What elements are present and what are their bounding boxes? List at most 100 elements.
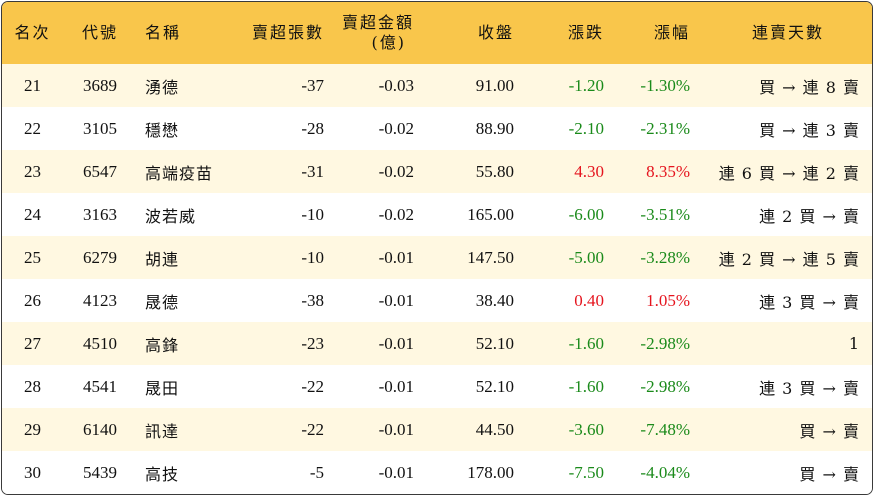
cell-change: 0.40 bbox=[574, 290, 604, 310]
cell-net-sell-lots: -28 bbox=[301, 118, 324, 138]
cell-change: 4.30 bbox=[574, 161, 604, 181]
table-header-row: 名次 代號 名稱 賣超張數 賣超金額 (億) 收盤 漲跌 漲幅 連賣天數 bbox=[2, 2, 872, 64]
cell-name: 高鋒 bbox=[145, 335, 180, 355]
cell-pct-change: -4.04% bbox=[640, 462, 690, 482]
cell-change: -6.00 bbox=[568, 204, 604, 224]
cell-rank: 24 bbox=[24, 204, 41, 224]
cell-pct-change: -3.28% bbox=[640, 247, 690, 267]
cell-net-sell-amount: -0.01 bbox=[378, 419, 414, 439]
cell-streak: 連 3 買 → 賣 bbox=[759, 292, 860, 312]
cell-close: 55.80 bbox=[475, 161, 514, 181]
table-row: 23 6547 高端疫苗 -31 -0.02 55.80 4.30 8.35% 連 6 買 → … bbox=[2, 150, 872, 193]
cell-change: -7.50 bbox=[568, 462, 604, 482]
cell-close: 165.00 bbox=[467, 204, 514, 224]
cell-code: 6279 bbox=[83, 247, 117, 267]
cell-rank: 30 bbox=[24, 462, 41, 482]
cell-pct-change: -7.48% bbox=[640, 419, 690, 439]
cell-net-sell-amount: -0.01 bbox=[378, 247, 414, 267]
cell-code: 6140 bbox=[83, 419, 117, 439]
cell-net-sell-amount: -0.03 bbox=[378, 75, 414, 95]
cell-close: 52.10 bbox=[475, 376, 514, 396]
cell-pct-change: -2.31% bbox=[640, 118, 690, 138]
cell-change: -1.60 bbox=[568, 376, 604, 396]
cell-code: 4510 bbox=[83, 333, 117, 353]
cell-change: -2.10 bbox=[568, 118, 604, 138]
cell-net-sell-amount: -0.01 bbox=[378, 376, 414, 396]
cell-net-sell-amount: -0.02 bbox=[378, 161, 414, 181]
cell-name: 晟田 bbox=[145, 378, 180, 398]
cell-pct-change: -2.98% bbox=[640, 376, 690, 396]
cell-pct-change: -3.51% bbox=[640, 204, 690, 224]
cell-name: 高技 bbox=[145, 464, 180, 484]
cell-pct-change: -1.30% bbox=[640, 75, 690, 95]
cell-name: 湧德 bbox=[145, 77, 180, 97]
cell-code: 3105 bbox=[83, 118, 117, 138]
table-row: 30 5439 高技 -5 -0.01 178.00 -7.50 -4.04% 買 → 賣 bbox=[2, 451, 872, 494]
header-change: 漲跌 bbox=[567, 23, 604, 42]
cell-close: 44.50 bbox=[475, 419, 514, 439]
cell-code: 4123 bbox=[83, 290, 117, 310]
table-row: 24 3163 波若威 -10 -0.02 165.00 -6.00 -3.51% 連 2 買 … bbox=[2, 193, 872, 236]
cell-net-sell-lots: -31 bbox=[301, 161, 324, 181]
cell-code: 4541 bbox=[83, 376, 117, 396]
cell-net-sell-amount: -0.01 bbox=[378, 462, 414, 482]
cell-change: -5.00 bbox=[568, 247, 604, 267]
table-row: 25 6279 胡連 -10 -0.01 147.50 -5.00 -3.28% 連 2 買 →… bbox=[2, 236, 872, 279]
header-net-sell-amount-line2: (億) bbox=[371, 33, 406, 52]
cell-streak: 連 6 買 → 連 2 賣 bbox=[718, 163, 860, 183]
header-net-sell-amount: 賣超金額 (億) bbox=[334, 2, 424, 64]
header-code: 代號 bbox=[81, 23, 118, 42]
cell-close: 38.40 bbox=[475, 290, 514, 310]
cell-net-sell-lots: -10 bbox=[301, 204, 324, 224]
cell-pct-change: 8.35% bbox=[646, 161, 690, 181]
cell-rank: 26 bbox=[24, 290, 41, 310]
cell-rank: 28 bbox=[24, 376, 41, 396]
header-rank: 名次 bbox=[14, 23, 51, 42]
cell-net-sell-lots: -23 bbox=[301, 333, 324, 353]
cell-change: -1.20 bbox=[568, 75, 604, 95]
cell-pct-change: 1.05% bbox=[646, 290, 690, 310]
header-pct-change: 漲幅 bbox=[653, 23, 690, 42]
cell-rank: 27 bbox=[24, 333, 41, 353]
header-net-sell-amount-line1: 賣超金額 bbox=[341, 13, 414, 32]
cell-streak: 買 → 連 8 賣 bbox=[759, 77, 860, 97]
cell-close: 88.90 bbox=[475, 118, 514, 138]
cell-name: 晟德 bbox=[145, 292, 180, 312]
cell-streak: 連 2 買 → 連 5 賣 bbox=[718, 249, 860, 269]
cell-net-sell-lots: -5 bbox=[309, 462, 324, 482]
cell-streak: 連 3 買 → 賣 bbox=[759, 378, 860, 398]
cell-net-sell-amount: -0.01 bbox=[378, 333, 414, 353]
cell-change: -1.60 bbox=[568, 333, 604, 353]
header-close: 收盤 bbox=[477, 23, 514, 42]
cell-net-sell-lots: -37 bbox=[301, 75, 324, 95]
cell-streak: 1 bbox=[848, 334, 860, 353]
cell-streak: 買 → 賣 bbox=[799, 464, 860, 484]
cell-net-sell-lots: -10 bbox=[301, 247, 324, 267]
cell-net-sell-amount: -0.01 bbox=[378, 290, 414, 310]
cell-streak: 連 2 買 → 賣 bbox=[759, 206, 860, 226]
cell-rank: 23 bbox=[24, 161, 41, 181]
cell-close: 147.50 bbox=[467, 247, 514, 267]
header-streak: 連賣天數 bbox=[751, 23, 824, 42]
cell-code: 3163 bbox=[83, 204, 117, 224]
table-row: 26 4123 晟德 -38 -0.01 38.40 0.40 1.05% 連 3 買 → 賣 bbox=[2, 279, 872, 322]
cell-streak: 買 → 賣 bbox=[799, 421, 860, 441]
cell-net-sell-lots: -38 bbox=[301, 290, 324, 310]
table-row: 28 4541 晟田 -22 -0.01 52.10 -1.60 -2.98% 連 3 買 → … bbox=[2, 365, 872, 408]
cell-rank: 21 bbox=[24, 75, 41, 95]
cell-net-sell-lots: -22 bbox=[301, 419, 324, 439]
table-row: 27 4510 高鋒 -23 -0.01 52.10 -1.60 -2.98% 1 bbox=[2, 322, 872, 365]
cell-rank: 22 bbox=[24, 118, 41, 138]
cell-name: 胡連 bbox=[145, 249, 180, 269]
cell-name: 波若威 bbox=[145, 206, 197, 226]
cell-close: 178.00 bbox=[467, 462, 514, 482]
cell-name: 高端疫苗 bbox=[145, 163, 214, 183]
cell-change: -3.60 bbox=[568, 419, 604, 439]
table-row: 29 6140 訊達 -22 -0.01 44.50 -3.60 -7.48% 買 → 賣 bbox=[2, 408, 872, 451]
cell-rank: 29 bbox=[24, 419, 41, 439]
cell-rank: 25 bbox=[24, 247, 41, 267]
cell-code: 6547 bbox=[83, 161, 117, 181]
cell-close: 52.10 bbox=[475, 333, 514, 353]
